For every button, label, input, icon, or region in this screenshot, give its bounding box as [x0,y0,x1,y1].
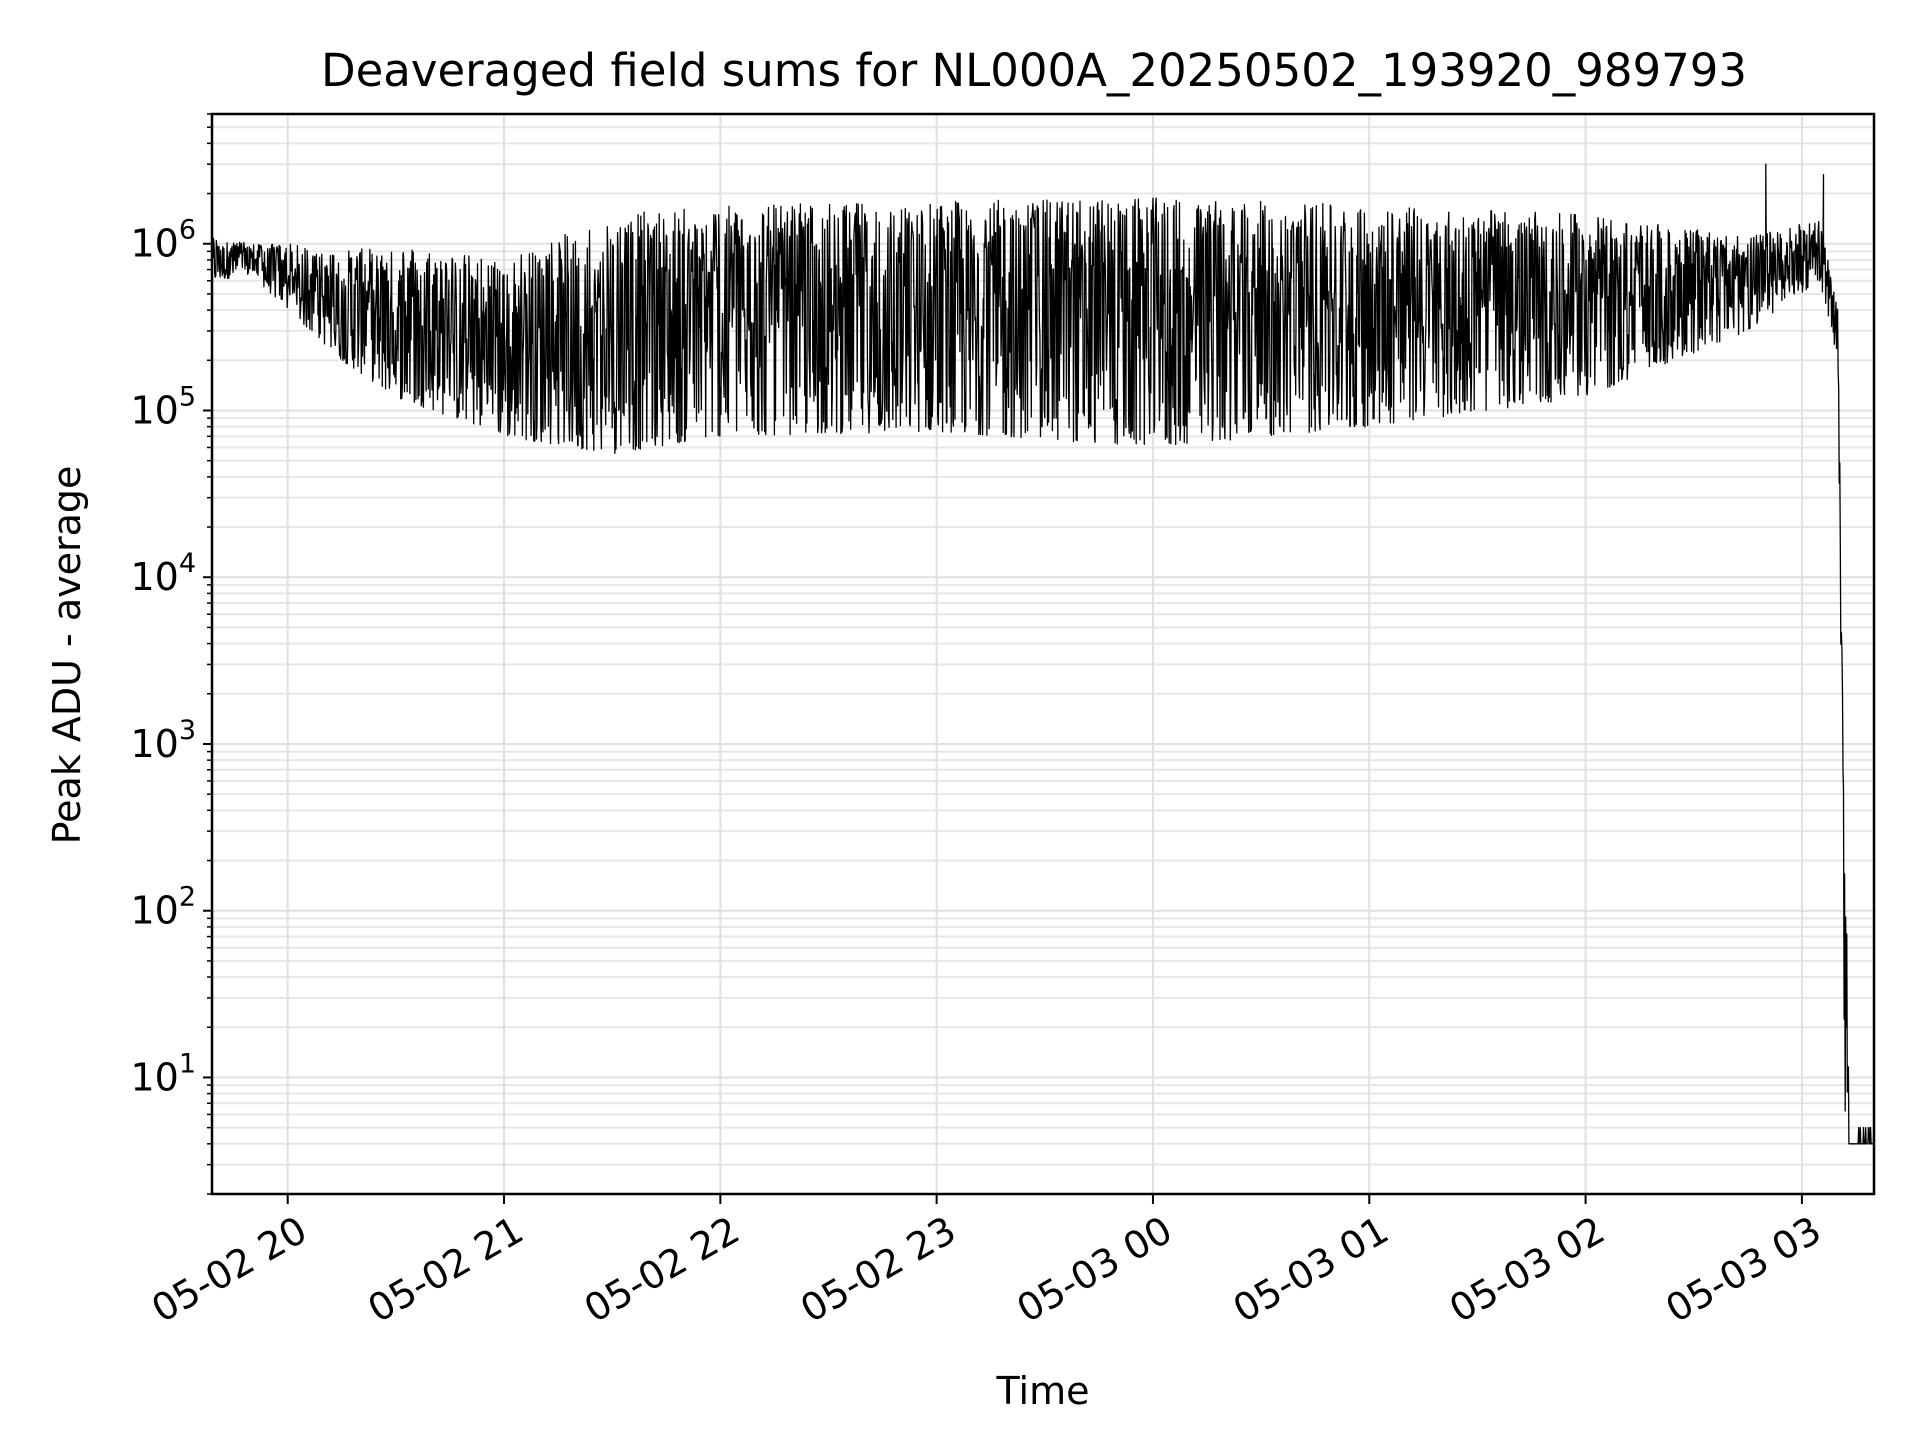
y-tick-label: 106 [130,215,196,266]
y-tick-label: 105 [130,381,196,432]
x-tick-label: 05-03 02 [1442,1208,1612,1332]
y-tick-base: 10 [130,1055,178,1099]
y-tick-label: 104 [130,548,196,599]
x-tick-label: 05-02 20 [144,1208,314,1332]
y-tick-base: 10 [130,722,178,766]
y-tick-exponent: 5 [179,381,196,412]
chart-title: Deaveraged field sums for NL000A_2025050… [321,44,1747,97]
y-tick-base: 10 [130,388,178,432]
y-tick-exponent: 3 [179,715,196,746]
x-tick-label: 05-03 03 [1658,1208,1828,1332]
series-layer [211,163,1875,1145]
x-axis-label: Time [996,1369,1090,1413]
y-axis-label: Peak ADU - average [45,466,89,845]
y-tick-base: 10 [130,222,178,266]
y-tick-exponent: 2 [179,882,196,913]
y-tick-base: 10 [130,555,178,599]
y-tick-label: 102 [130,882,196,933]
x-axis: 05-02 20 05-02 21 05-02 22 05-02 23 05-03 00… [144,1194,1828,1331]
x-tick-label: 05-03 00 [1009,1208,1179,1332]
x-tick-label: 05-02 22 [577,1208,747,1332]
y-tick-label: 103 [130,715,196,766]
y-tick-base: 10 [130,889,178,933]
plot-frame [210,112,1876,1196]
series-line [211,163,1875,1145]
x-tick-label: 05-03 01 [1226,1208,1396,1332]
y-tick-exponent: 1 [179,1048,196,1079]
x-tick-label: 05-02 23 [793,1208,963,1332]
y-tick-label: 101 [130,1048,196,1099]
y-tick-exponent: 6 [179,215,196,246]
y-tick-exponent: 4 [179,548,196,579]
x-tick-label: 05-02 21 [361,1208,531,1332]
